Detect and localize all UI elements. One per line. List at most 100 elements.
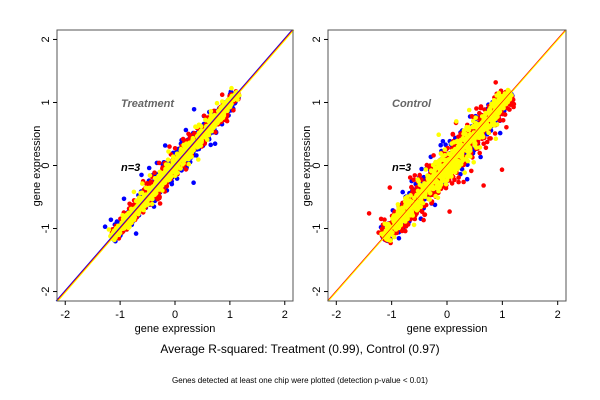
pair-blue-point bbox=[108, 217, 114, 223]
pair-red-point bbox=[431, 153, 436, 158]
control-panel: -2 -1 0 1 2 -2 -1 0 1 2 Control n=3 gene express… bbox=[301, 29, 567, 335]
x-tick-label: 0 bbox=[444, 309, 450, 321]
pair-blue-point bbox=[440, 139, 446, 144]
pair-yellow-point bbox=[199, 139, 204, 145]
pair-yellow-point bbox=[503, 101, 509, 107]
pair-yellow-point bbox=[186, 155, 192, 161]
pair-yellow-point bbox=[449, 170, 454, 176]
pair-yellow-point bbox=[132, 214, 137, 220]
pair-yellow-point bbox=[398, 222, 403, 228]
y-tick-label: -2 bbox=[40, 287, 52, 297]
pair-red-point bbox=[366, 211, 372, 216]
pair-yellow-point bbox=[456, 153, 462, 159]
pair-yellow-point bbox=[225, 97, 231, 103]
pair-blue-point bbox=[400, 189, 406, 195]
pair-yellow-point bbox=[448, 151, 453, 157]
pair-yellow-point bbox=[439, 179, 445, 184]
pair-red-point bbox=[409, 185, 414, 190]
pair-red-point bbox=[500, 118, 506, 123]
panel-title: Control bbox=[392, 98, 432, 110]
pair-yellow-point bbox=[459, 142, 464, 147]
y-tick-label: -1 bbox=[40, 224, 52, 234]
pair-blue-point bbox=[133, 231, 139, 236]
x-tick-label: -1 bbox=[115, 309, 125, 321]
pair-yellow-point bbox=[427, 197, 433, 202]
pair-yellow-point bbox=[225, 108, 230, 114]
pair-red-point bbox=[213, 130, 218, 135]
pair-yellow-point bbox=[381, 231, 386, 236]
pair-yellow-point bbox=[496, 110, 501, 116]
pair-yellow-point bbox=[477, 145, 483, 150]
pair-yellow-point bbox=[220, 115, 226, 121]
pair-yellow-point bbox=[411, 222, 417, 228]
pair-yellow-point bbox=[408, 193, 413, 198]
pair-yellow-point bbox=[443, 178, 449, 184]
pair-yellow-point bbox=[131, 189, 137, 195]
pair-yellow-point bbox=[170, 154, 176, 159]
pair-yellow-point bbox=[471, 160, 477, 165]
pair-yellow-point bbox=[106, 227, 112, 232]
pair-red-point bbox=[474, 106, 479, 111]
pair-red-point bbox=[407, 175, 413, 180]
pair-yellow-point bbox=[462, 157, 468, 162]
pair-blue-point bbox=[139, 172, 144, 178]
pair-yellow-point bbox=[438, 151, 444, 156]
pair-yellow-point bbox=[388, 238, 393, 243]
pair-yellow-point bbox=[186, 152, 191, 157]
identity-line bbox=[328, 29, 567, 302]
pair-yellow-point bbox=[441, 174, 447, 179]
pair-yellow-point bbox=[462, 170, 468, 175]
pair-blue-point bbox=[212, 141, 218, 146]
pair-red-point bbox=[452, 177, 457, 183]
pair-red-point bbox=[484, 139, 490, 145]
pair-yellow-point bbox=[461, 128, 467, 133]
x-axis-label: gene expression bbox=[407, 323, 488, 335]
pair-red-point bbox=[180, 136, 186, 142]
x-tick-label: -1 bbox=[387, 309, 397, 321]
pair-yellow-point bbox=[442, 147, 448, 152]
pair-yellow-point bbox=[480, 134, 486, 140]
pair-red-point bbox=[144, 181, 150, 186]
pair-yellow-point bbox=[491, 98, 497, 103]
pair-blue-point bbox=[102, 224, 108, 229]
y-axis-label: gene expression bbox=[31, 126, 43, 207]
identity-line bbox=[57, 29, 295, 302]
y-tick-label: 1 bbox=[311, 99, 323, 105]
pair-yellow-point bbox=[219, 99, 225, 104]
panel-title: Treatment bbox=[121, 98, 175, 110]
pair-yellow-point bbox=[415, 204, 420, 210]
pair-yellow-point bbox=[208, 112, 214, 118]
pair-yellow-point bbox=[403, 203, 408, 209]
pair-red-point bbox=[411, 177, 417, 183]
pair-yellow-point bbox=[138, 190, 143, 196]
pair-red-point bbox=[493, 80, 499, 85]
pair-yellow-point bbox=[429, 184, 435, 189]
n-annotation: n=3 bbox=[121, 162, 140, 174]
pair-yellow-point bbox=[470, 124, 476, 130]
pair-yellow-point bbox=[405, 216, 410, 222]
pair-yellow-point bbox=[466, 125, 472, 130]
pair-yellow-point bbox=[435, 195, 441, 201]
y-tick-label: -2 bbox=[311, 287, 323, 297]
pair-yellow-point bbox=[206, 132, 212, 138]
pair-red-point bbox=[481, 183, 486, 188]
pair-yellow-point bbox=[453, 170, 458, 175]
pair-yellow-point bbox=[160, 188, 165, 193]
pair-red-point bbox=[478, 105, 484, 111]
pair-yellow-point bbox=[435, 159, 441, 164]
pair-yellow-point bbox=[417, 182, 423, 188]
pair-blue-point bbox=[183, 127, 189, 133]
y-axis-ticks: -2 -1 0 1 2 bbox=[311, 36, 328, 296]
pair-yellow-point bbox=[147, 173, 153, 178]
y-tick-label: 0 bbox=[311, 162, 323, 168]
pair-red-point bbox=[148, 179, 154, 184]
pair-yellow-point bbox=[444, 167, 449, 173]
pair-yellow-point bbox=[479, 114, 485, 119]
x-axis-ticks: -2 -1 0 1 2 bbox=[60, 301, 288, 321]
pair-blue-point bbox=[121, 196, 127, 202]
pair-red-point bbox=[156, 160, 162, 166]
y-tick-label: 1 bbox=[40, 99, 52, 105]
pair-yellow-point bbox=[186, 161, 192, 167]
pair-yellow-point bbox=[397, 211, 403, 216]
pair-blue-point bbox=[478, 154, 483, 160]
